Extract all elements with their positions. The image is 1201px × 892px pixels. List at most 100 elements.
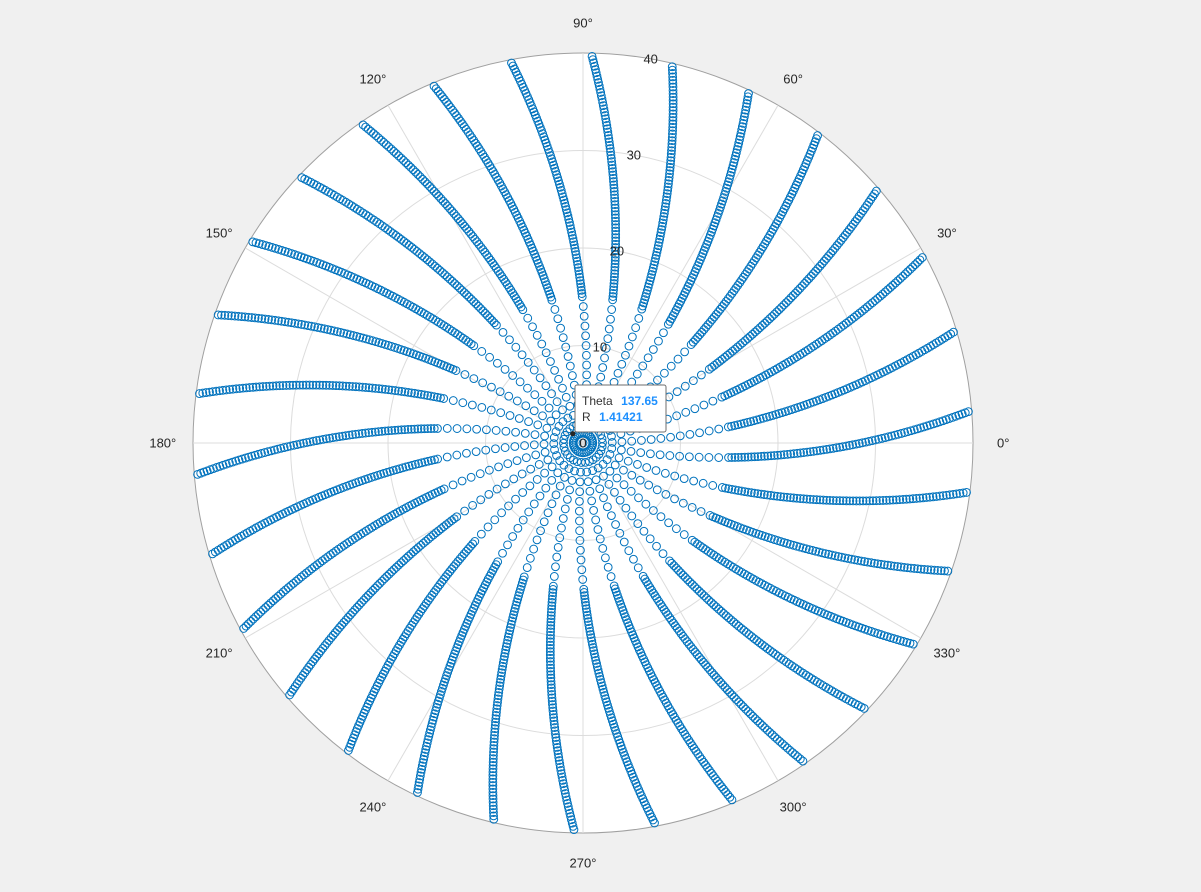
scatter-point[interactable] [777,739,787,749]
scatter-point[interactable] [244,312,253,322]
scatter-point[interactable] [413,424,423,434]
scatter-point[interactable] [670,494,679,504]
scatter-point[interactable] [614,453,624,463]
scatter-point[interactable] [546,357,555,366]
scatter-point[interactable] [878,289,888,299]
scatter-point[interactable] [588,440,597,450]
scatter-point[interactable] [581,604,591,614]
scatter-point[interactable] [799,494,808,504]
scatter-point[interactable] [588,639,597,649]
scatter-point[interactable] [895,495,905,505]
scatter-point[interactable] [755,718,765,728]
scatter-point[interactable] [843,554,853,563]
scatter-point[interactable] [369,129,378,138]
scatter-point[interactable] [389,565,399,574]
scatter-point[interactable] [681,407,691,417]
scatter-point[interactable] [626,486,636,496]
scatter-point[interactable] [198,388,208,398]
scatter-point[interactable] [611,239,621,249]
scatter-point[interactable] [928,492,938,502]
scatter-point[interactable] [260,314,270,324]
scatter-point[interactable] [601,553,610,563]
scatter-point[interactable] [553,468,563,478]
scatter-point[interactable] [936,566,946,576]
scatter-point[interactable] [558,405,567,415]
scatter-point[interactable] [359,595,369,605]
scatter-point[interactable] [610,200,620,210]
scatter-point[interactable] [495,681,505,691]
scatter-point[interactable] [793,286,803,296]
scatter-point[interactable] [531,450,541,460]
scatter-point[interactable] [491,444,500,454]
scatter-point[interactable] [851,496,861,506]
scatter-point[interactable] [413,784,423,794]
scatter-point[interactable] [289,440,299,450]
scatter-point[interactable] [489,808,498,817]
scatter-point[interactable] [237,312,247,322]
scatter-point[interactable] [505,335,514,345]
scatter-point[interactable] [634,493,643,503]
scatter-point[interactable] [591,65,600,74]
scatter-point[interactable] [569,237,578,247]
scatter-point[interactable] [660,202,670,212]
scatter-point[interactable] [708,481,718,490]
scatter-point[interactable] [678,570,688,580]
scatter-point[interactable] [685,577,695,587]
scatter-point[interactable] [208,549,217,559]
scatter-point[interactable] [554,374,564,384]
scatter-point[interactable] [619,480,629,490]
scatter-point[interactable] [522,563,532,572]
scatter-point[interactable] [341,615,351,625]
scatter-point[interactable] [656,228,666,238]
scatter-point[interactable] [606,314,615,324]
scatter-point[interactable] [420,748,430,758]
scatter-point[interactable] [582,350,591,360]
scatter-point[interactable] [688,337,698,347]
scatter-point[interactable] [604,479,614,489]
scatter-point[interactable] [386,144,396,154]
scatter-point[interactable] [724,613,733,623]
scatter-point[interactable] [869,558,879,568]
scatter-point[interactable] [925,492,935,502]
scatter-point[interactable] [737,452,746,462]
scatter-point[interactable] [605,449,615,459]
scatter-point[interactable] [545,640,555,650]
scatter-point[interactable] [666,152,676,162]
scatter-point[interactable] [575,487,585,497]
scatter-point[interactable] [779,450,789,460]
scatter-point[interactable] [523,357,533,367]
scatter-point[interactable] [248,237,258,247]
scatter-point[interactable] [426,722,436,732]
scatter-point[interactable] [795,494,805,503]
scatter-point[interactable] [669,561,679,571]
scatter-point[interactable] [521,401,531,411]
scatter-point[interactable] [851,439,861,449]
scatter-point[interactable] [488,791,498,801]
scatter-point[interactable] [420,457,430,467]
scatter-point[interactable] [891,495,901,505]
scatter-point[interactable] [908,639,918,649]
scatter-point[interactable] [231,384,241,394]
scatter-point[interactable] [491,714,501,724]
scatter-point[interactable] [354,382,364,392]
scatter-point[interactable] [587,496,597,506]
scatter-point[interactable] [547,389,556,399]
scatter-point[interactable] [273,444,282,454]
scatter-point[interactable] [338,431,348,441]
scatter-point[interactable] [652,485,662,495]
scatter-point[interactable] [547,601,557,611]
scatter-point[interactable] [546,416,556,426]
scatter-point[interactable] [704,453,714,462]
scatter-point[interactable] [666,156,676,166]
scatter-point[interactable] [684,452,694,462]
scatter-point[interactable] [811,546,821,556]
scatter-point[interactable] [838,496,848,506]
scatter-point[interactable] [525,481,535,491]
scatter-point[interactable] [878,496,888,505]
scatter-point[interactable] [563,352,573,361]
scatter-point[interactable] [718,680,728,690]
scatter-point[interactable] [724,484,734,494]
scatter-point[interactable] [555,759,565,769]
scatter-point[interactable] [672,411,682,421]
scatter-point[interactable] [294,574,304,584]
